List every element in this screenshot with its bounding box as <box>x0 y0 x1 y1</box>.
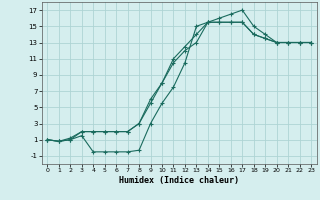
X-axis label: Humidex (Indice chaleur): Humidex (Indice chaleur) <box>119 176 239 185</box>
